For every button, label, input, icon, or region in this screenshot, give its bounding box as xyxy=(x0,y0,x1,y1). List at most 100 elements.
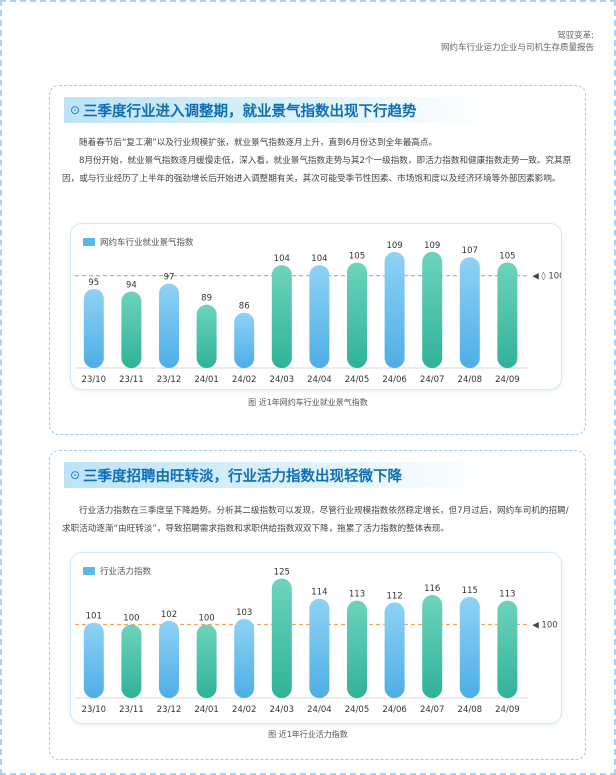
bar xyxy=(422,251,443,368)
bar xyxy=(459,596,480,698)
bar xyxy=(196,304,217,368)
section1-paragraph2: 8月份开始，就业景气指数逐月缓慢走低，深入看，就业景气指数走势与其2个一级指数，… xyxy=(62,156,572,184)
report-header: 驾驭变革: 网约车行业运力企业与司机生存质量报告 xyxy=(441,30,594,54)
bar xyxy=(159,620,179,698)
bar xyxy=(309,265,330,368)
bar xyxy=(271,578,292,698)
x-tick-label: 24/08 xyxy=(458,375,483,385)
x-tick-label: 23/11 xyxy=(119,705,143,715)
data-label: 86 xyxy=(239,302,250,312)
section2-paragraph: 行业活力指数在三季度呈下降趋势。分析其二级指数可以发现，尽管行业规模指数依然稳定… xyxy=(62,506,569,534)
bar xyxy=(83,622,104,698)
chart2-legend: 行业活力指数 xyxy=(83,565,151,577)
reference-line-label: ◀ 100 xyxy=(532,620,557,630)
chart2-legend-label: 行业活力指数 xyxy=(100,567,152,577)
x-tick-label: 24/09 xyxy=(495,705,520,715)
legend-swatch xyxy=(83,238,95,246)
bar xyxy=(497,600,518,698)
data-label: 113 xyxy=(349,590,365,600)
bar xyxy=(234,618,255,698)
data-label: 113 xyxy=(499,590,515,600)
data-label: 103 xyxy=(236,608,252,618)
chart1-svg: ◀ ◊ 100 95 23/10 94 23/11 97 23/12 89 24/01 86 24/… xyxy=(75,241,561,385)
section2-title-text: 三季度招聘由旺转淡，行业活力指数出现轻微下降 xyxy=(83,468,403,485)
bar xyxy=(121,291,142,368)
data-label: 104 xyxy=(311,254,327,264)
bar xyxy=(497,262,518,368)
chart1-card: ◀ ◊ 100 95 23/10 94 23/11 97 23/12 89 24/01 86 24/… xyxy=(70,223,562,390)
x-tick-label: 23/12 xyxy=(157,375,182,385)
data-label: 105 xyxy=(499,251,515,261)
data-label: 112 xyxy=(386,591,402,601)
x-tick-label: 23/10 xyxy=(82,705,107,715)
target-icon: ⊙ xyxy=(70,468,81,482)
data-label: 104 xyxy=(274,254,290,264)
x-tick-label: 24/05 xyxy=(345,375,370,385)
x-tick-label: 24/03 xyxy=(270,705,295,715)
chart2-card: ◀ 100 101 23/10 100 23/11 102 23/12 100 24/01 103… xyxy=(70,552,562,724)
data-label: 102 xyxy=(161,610,177,620)
data-label: 115 xyxy=(462,586,478,596)
data-label: 107 xyxy=(462,246,478,256)
x-tick-label: 24/06 xyxy=(382,375,407,385)
data-label: 95 xyxy=(88,278,99,288)
bar xyxy=(121,624,142,698)
bar xyxy=(384,602,405,698)
chart1-caption: 图 近1年网约车行业就业景气指数 xyxy=(248,398,368,407)
bar xyxy=(196,624,217,698)
data-label: 100 xyxy=(123,613,139,623)
section2-box xyxy=(49,450,586,760)
data-label: 116 xyxy=(424,584,440,594)
x-tick-label: 24/07 xyxy=(420,375,445,385)
chart1-legend: 网约车行业就业景气指数 xyxy=(83,236,194,248)
x-tick-label: 24/02 xyxy=(232,375,257,385)
x-tick-label: 24/04 xyxy=(307,705,332,715)
x-tick-label: 24/06 xyxy=(382,705,407,715)
data-label: 109 xyxy=(424,241,440,251)
x-tick-label: 24/09 xyxy=(495,375,520,385)
bar xyxy=(347,600,367,698)
reference-line-label: ◀ ◊ 100 xyxy=(532,272,561,282)
header-line2: 网约车行业运力企业与司机生存质量报告 xyxy=(440,43,594,53)
bar xyxy=(234,312,255,368)
chart1-legend-label: 网约车行业就业景气指数 xyxy=(100,238,194,248)
data-label: 89 xyxy=(201,294,212,304)
bar xyxy=(271,265,292,368)
x-tick-label: 24/04 xyxy=(307,375,332,385)
data-label: 100 xyxy=(198,613,214,623)
data-label: 114 xyxy=(311,588,327,598)
header-line1: 驾驭变革: xyxy=(557,31,594,41)
bar xyxy=(159,283,179,368)
x-tick-label: 24/05 xyxy=(345,705,370,715)
data-label: 94 xyxy=(126,280,137,290)
bar xyxy=(83,288,104,368)
x-tick-label: 23/10 xyxy=(82,375,107,385)
x-tick-label: 23/11 xyxy=(119,375,143,385)
section1-paragraph1: 随着春节后“复工潮”以及行业规模扩张，就业景气指数逐月上升，直到6月份达到全年最… xyxy=(79,138,438,148)
bar xyxy=(309,598,330,698)
bar xyxy=(459,257,480,368)
x-tick-label: 24/02 xyxy=(232,705,257,715)
section1-title-text: 三季度行业进入调整期，就业景气指数出现下行趋势 xyxy=(83,103,417,120)
chart2-svg: ◀ 100 101 23/10 100 23/11 102 23/12 100 24/01 103… xyxy=(75,568,558,715)
data-label: 97 xyxy=(164,273,175,283)
data-label: 101 xyxy=(86,612,102,622)
chart2-caption: 图 近1年行业活力指数 xyxy=(268,730,348,739)
x-tick-label: 24/01 xyxy=(194,705,219,715)
data-label: 125 xyxy=(274,568,290,578)
bar xyxy=(384,251,405,368)
x-tick-label: 24/08 xyxy=(458,705,483,715)
target-icon: ⊙ xyxy=(70,103,81,117)
x-tick-label: 24/01 xyxy=(194,375,219,385)
section2-title: ⊙ 三季度招聘由旺转淡，行业活力指数出现轻微下降 xyxy=(64,462,490,488)
section1-title: ⊙ 三季度行业进入调整期，就业景气指数出现下行趋势 xyxy=(64,97,490,123)
data-label: 105 xyxy=(349,251,365,261)
bar xyxy=(422,595,443,698)
legend-swatch xyxy=(83,567,95,575)
x-tick-label: 24/07 xyxy=(420,705,445,715)
x-tick-label: 24/03 xyxy=(270,375,295,385)
data-label: 109 xyxy=(386,241,402,251)
x-tick-label: 23/12 xyxy=(157,705,182,715)
section1-box xyxy=(49,85,586,435)
bar xyxy=(347,262,367,368)
